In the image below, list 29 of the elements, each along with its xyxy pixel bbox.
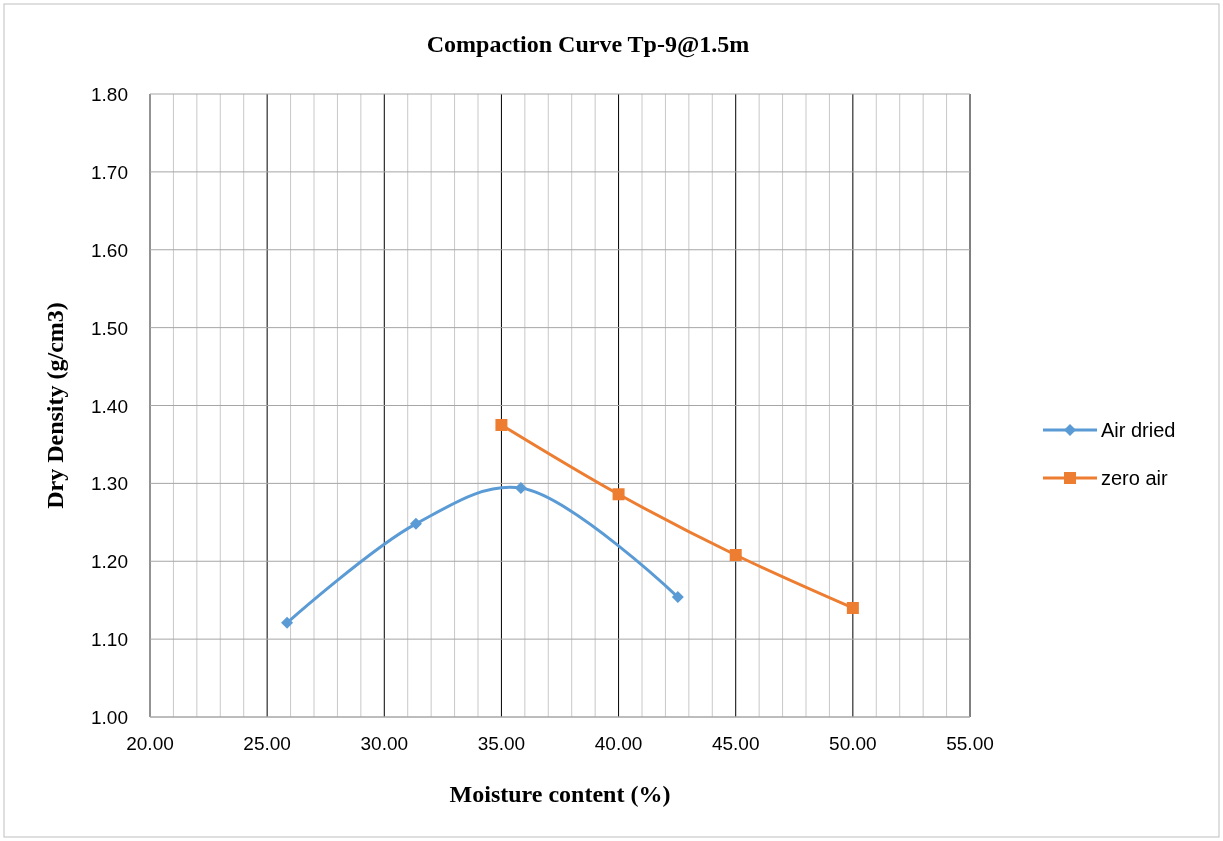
y-tick-label: 1.10 (91, 629, 128, 651)
x-tick-label: 35.00 (477, 733, 526, 754)
point (729, 549, 742, 562)
point (281, 616, 294, 629)
point (409, 517, 422, 530)
point (612, 488, 625, 501)
x-tick-label: 45.00 (711, 733, 760, 754)
x-tick-label: 20.00 (126, 733, 174, 754)
y-tick-label: 1.40 (91, 395, 128, 417)
point (671, 591, 684, 604)
chart-title: Compaction Curve Tp-9@1.5m (426, 31, 750, 58)
y-tick-label: 1.80 (91, 84, 128, 105)
y-tick-label: 1.20 (91, 551, 128, 573)
point (846, 601, 859, 614)
y-tick-label: 1.30 (91, 473, 128, 495)
y-tick-label: 1.50 (91, 317, 128, 339)
y-axis-title: Dry Density (g/cm3) (42, 302, 68, 509)
x-tick-label: 55.00 (946, 733, 994, 754)
x-axis-title: Moisture content (%) (449, 781, 671, 807)
y-tick-label: 1.70 (91, 161, 128, 183)
point (495, 418, 508, 431)
y-tick-label: 1.60 (91, 239, 128, 261)
x-tick-label: 25.00 (243, 733, 291, 754)
x-tick-label: 30.00 (360, 733, 409, 754)
x-tick-label: 50.00 (829, 733, 877, 754)
legend-label: zero air (1101, 467, 1169, 489)
y-tick-label: 1.00 (91, 707, 128, 728)
x-tick-label: 40.00 (594, 733, 643, 754)
legend-label: Air dried (1101, 419, 1176, 441)
